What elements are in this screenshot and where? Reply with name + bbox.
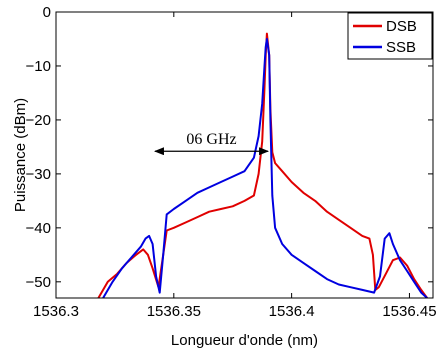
x-axis-title: Longueur d'onde (nm) — [171, 332, 318, 349]
y-tick-label: −20 — [26, 112, 51, 129]
y-tick-label: −10 — [26, 58, 51, 75]
legend-box — [347, 12, 433, 60]
y-tick-label: −40 — [26, 220, 51, 237]
y-tick-label: −30 — [26, 166, 51, 183]
legend-label-ssb: SSB — [386, 39, 416, 56]
x-tick-label: 1536.45 — [382, 303, 436, 320]
x-tick-label: 1536.3 — [33, 303, 79, 320]
legend-label-dsb: DSB — [386, 18, 417, 35]
series-line-ssb — [102, 38, 428, 298]
annotation: 06 GHz — [153, 131, 270, 156]
x-tick-label: 1536.35 — [147, 303, 201, 320]
plot-frame — [55, 11, 434, 299]
axis-ticks: 1536.3 1536.35 1536.4 1536.45 0 −10 −20 −30 −40 −… — [26, 4, 437, 320]
y-tick-label: 0 — [43, 4, 51, 21]
series-line-dsb — [97, 32, 428, 298]
plot-lines — [97, 32, 428, 298]
y-tick-label: −50 — [26, 274, 51, 291]
annotation-label: 06 GHz — [186, 131, 236, 148]
y-axis-title: Puissance (dBm) — [12, 98, 29, 212]
x-tick-label: 1536.4 — [269, 303, 315, 320]
legend: DSB SSB — [347, 12, 433, 60]
